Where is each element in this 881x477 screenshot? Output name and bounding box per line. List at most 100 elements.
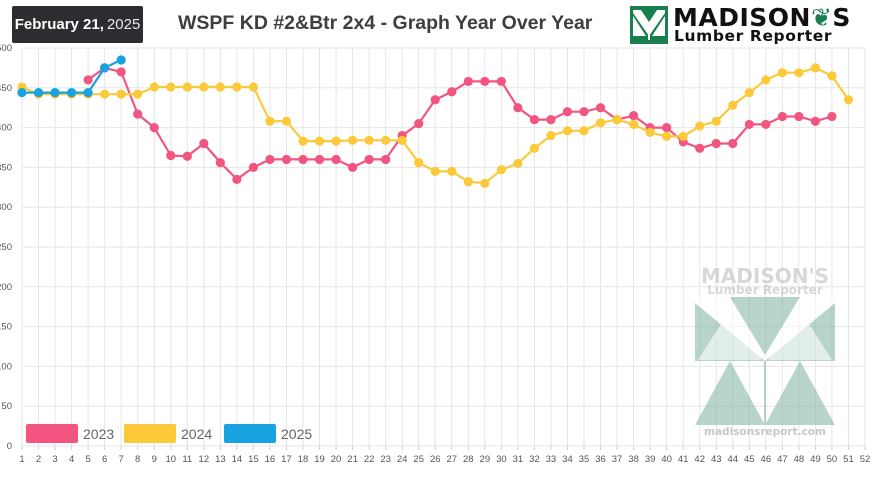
data-point-2024 xyxy=(645,127,655,137)
data-point-2024 xyxy=(447,166,457,176)
x-tick-label: 14 xyxy=(232,454,243,465)
series xyxy=(17,55,854,188)
x-tick-label: 17 xyxy=(281,454,292,465)
x-tick-label: 12 xyxy=(199,454,210,465)
data-point-2023 xyxy=(149,123,159,133)
watermark-name: MADISON'S xyxy=(701,264,829,288)
x-tick-label: 26 xyxy=(430,454,441,465)
series-2023 xyxy=(83,63,837,184)
data-point-2024 xyxy=(612,115,622,125)
y-tick-label: 0 xyxy=(7,441,12,452)
x-tick-label: 18 xyxy=(298,454,309,465)
data-point-2023 xyxy=(381,154,391,165)
data-point-2023 xyxy=(546,115,556,125)
x-tick-label: 38 xyxy=(628,454,639,465)
x-tick-label: 29 xyxy=(480,454,491,465)
data-point-2024 xyxy=(595,118,606,128)
data-point-2023 xyxy=(199,138,209,149)
y-tick-label: 450 xyxy=(0,83,12,94)
data-point-2025 xyxy=(116,55,126,65)
x-tick-label: 23 xyxy=(380,454,391,465)
data-point-2024 xyxy=(496,165,506,175)
data-point-2024 xyxy=(331,136,341,146)
legend-swatch-2024 xyxy=(124,424,176,443)
watermark-url: madisonsreport.com xyxy=(704,426,826,438)
data-point-2024 xyxy=(364,135,374,145)
date-month-day: February 21, xyxy=(14,16,104,33)
x-tick-label: 33 xyxy=(546,454,557,465)
data-point-2023 xyxy=(695,143,705,153)
y-tick-label: 500 xyxy=(0,43,12,54)
data-point-2024 xyxy=(314,136,325,146)
data-point-2023 xyxy=(513,103,523,113)
data-point-2024 xyxy=(529,143,540,153)
data-point-2025 xyxy=(33,87,44,98)
data-point-2024 xyxy=(298,136,308,146)
data-point-2024 xyxy=(248,82,259,92)
data-point-2024 xyxy=(166,82,176,92)
x-tick-label: 11 xyxy=(182,454,192,465)
x-tick-label: 9 xyxy=(152,454,157,465)
data-point-2023 xyxy=(711,138,721,149)
x-tick-label: 4 xyxy=(69,454,74,465)
data-point-2025 xyxy=(100,63,110,73)
data-point-2024 xyxy=(827,71,837,81)
x-tick-label: 2 xyxy=(36,454,41,465)
chart-title: WSPF KD #2&Btr 2x4 - Graph Year Over Yea… xyxy=(178,12,593,34)
data-point-2023 xyxy=(232,174,242,184)
y-tick-label: 300 xyxy=(0,202,12,213)
x-tick-label: 48 xyxy=(794,454,805,465)
data-point-2023 xyxy=(331,154,341,165)
x-tick-label: 7 xyxy=(119,454,124,465)
date-year: 2025 xyxy=(106,16,141,33)
x-tick-label: 45 xyxy=(744,454,755,465)
y-tick-label: 50 xyxy=(1,401,12,412)
x-tick-label: 44 xyxy=(727,454,738,465)
data-point-2025 xyxy=(83,87,93,98)
data-point-2023 xyxy=(761,119,771,130)
grid xyxy=(21,47,866,450)
data-point-2024 xyxy=(513,158,523,169)
data-point-2023 xyxy=(562,107,573,117)
y-tick-label: 100 xyxy=(0,361,12,372)
data-point-2023 xyxy=(248,162,259,172)
x-tick-label: 49 xyxy=(810,454,821,465)
data-point-2024 xyxy=(199,82,209,92)
data-point-2023 xyxy=(463,76,473,87)
data-point-2024 xyxy=(695,121,705,131)
data-point-2023 xyxy=(83,75,93,85)
x-tick-label: 3 xyxy=(52,454,57,465)
data-point-2024 xyxy=(794,68,804,78)
data-point-2024 xyxy=(397,135,407,145)
x-tick-label: 27 xyxy=(446,454,457,465)
x-tick-label: 37 xyxy=(612,454,623,465)
x-tick-label: 19 xyxy=(314,454,325,465)
data-point-2024 xyxy=(116,89,126,99)
data-point-2023 xyxy=(496,76,506,87)
x-tick-label: 22 xyxy=(364,454,375,465)
logo-name: MADISON❦S xyxy=(673,3,851,32)
data-point-2024 xyxy=(810,63,821,73)
data-point-2023 xyxy=(364,154,374,165)
series-line-2023 xyxy=(87,66,833,181)
data-point-2023 xyxy=(595,103,606,113)
data-point-2024 xyxy=(662,131,672,141)
data-point-2024 xyxy=(678,131,688,141)
x-tick-label: 34 xyxy=(562,454,573,465)
data-point-2023 xyxy=(777,111,787,122)
data-point-2023 xyxy=(827,111,837,122)
data-point-2023 xyxy=(281,154,292,165)
data-point-2023 xyxy=(430,95,440,105)
x-tick-label: 51 xyxy=(843,454,854,465)
data-point-2024 xyxy=(777,68,787,78)
legend: 2023 2024 2025 xyxy=(26,424,312,443)
watermark-subtitle: Lumber Reporter xyxy=(707,283,823,297)
x-tick-label: 46 xyxy=(761,454,772,465)
data-point-2023 xyxy=(133,109,143,119)
data-point-2024 xyxy=(546,130,556,141)
data-point-2024 xyxy=(281,116,292,126)
data-point-2024 xyxy=(347,135,358,145)
data-point-2023 xyxy=(480,76,490,87)
series-2025 xyxy=(17,55,126,98)
